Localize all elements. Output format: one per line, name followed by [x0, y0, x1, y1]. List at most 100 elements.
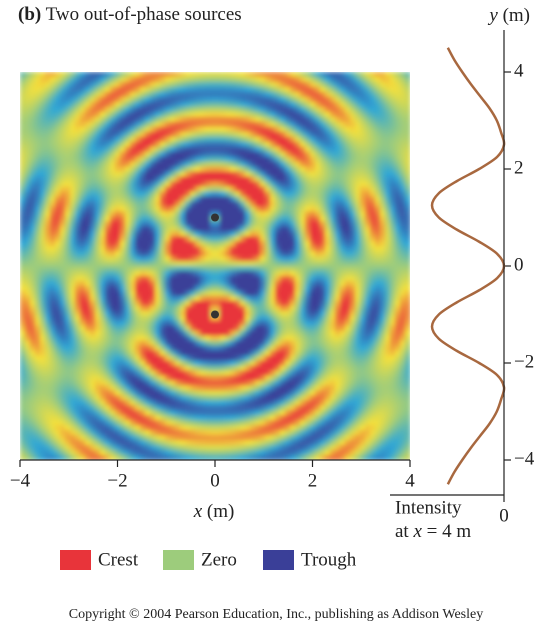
field-cell — [235, 410, 241, 416]
field-cell — [275, 270, 281, 277]
field-cell — [305, 76, 311, 83]
field-cell — [320, 116, 326, 123]
field-cell — [110, 156, 116, 163]
field-cell — [90, 86, 96, 93]
field-cell — [245, 241, 251, 247]
field-cell — [255, 231, 261, 237]
field-cell — [275, 136, 281, 143]
field-cell — [145, 76, 151, 83]
field-cell — [35, 206, 41, 212]
field-cell — [245, 345, 251, 352]
field-cell — [185, 310, 191, 317]
field-cell — [195, 350, 201, 357]
field-cell — [215, 101, 221, 108]
field-cell — [315, 355, 321, 362]
field-cell — [170, 261, 176, 267]
field-cell — [65, 236, 71, 242]
field-cell — [60, 76, 66, 83]
field-cell — [60, 161, 66, 168]
field-cell — [315, 266, 321, 272]
field-cell — [195, 360, 201, 367]
field-cell — [105, 156, 111, 163]
field-cell — [60, 350, 66, 357]
field-cell — [35, 355, 41, 362]
field-cell — [330, 91, 336, 98]
field-cell — [110, 445, 116, 451]
field-cell — [275, 101, 281, 108]
field-cell — [255, 445, 261, 451]
field-cell — [270, 221, 276, 227]
field-cell — [235, 161, 241, 168]
field-cell — [265, 141, 271, 148]
field-cell — [45, 350, 51, 357]
field-cell — [25, 355, 31, 362]
field-cell — [60, 116, 66, 123]
field-cell — [55, 270, 61, 277]
field-cell — [190, 251, 196, 257]
field-cell — [30, 72, 36, 78]
field-cell — [195, 136, 201, 143]
field-cell — [45, 405, 51, 411]
field-cell — [90, 101, 96, 108]
field-cell — [290, 360, 296, 367]
field-cell — [165, 96, 171, 103]
field-cell — [50, 350, 56, 357]
field-cell — [330, 275, 336, 282]
field-cell — [150, 370, 156, 377]
field-cell — [40, 181, 46, 188]
field-cell — [250, 390, 256, 396]
field-cell — [245, 206, 251, 212]
field-cell — [315, 345, 321, 352]
field-cell — [250, 340, 256, 347]
field-cell — [315, 161, 321, 168]
field-cell — [45, 106, 51, 113]
field-cell — [270, 146, 276, 153]
field-cell — [55, 256, 61, 262]
field-cell — [80, 251, 86, 257]
field-cell — [50, 340, 56, 347]
field-cell — [20, 241, 26, 247]
field-cell — [155, 390, 161, 396]
field-cell — [170, 181, 176, 188]
field-cell — [35, 76, 41, 83]
field-cell — [315, 360, 321, 367]
field-cell — [175, 445, 181, 451]
field-cell — [20, 106, 26, 113]
field-cell — [60, 440, 66, 446]
field-cell — [55, 156, 61, 163]
field-cell — [110, 340, 116, 347]
field-cell — [30, 141, 36, 148]
field-cell — [160, 236, 166, 242]
field-cell — [275, 196, 281, 202]
field-cell — [205, 320, 211, 327]
field-cell — [35, 390, 41, 396]
field-cell — [215, 191, 221, 197]
field-cell — [175, 261, 181, 267]
field-cell — [215, 126, 221, 133]
field-cell — [35, 186, 41, 192]
field-cell — [140, 181, 146, 188]
field-cell — [20, 290, 26, 297]
field-cell — [85, 340, 91, 347]
field-cell — [25, 261, 31, 267]
field-cell — [35, 270, 41, 277]
field-cell — [230, 355, 236, 362]
field-cell — [255, 360, 261, 367]
field-cell — [200, 380, 206, 386]
field-cell — [175, 420, 181, 426]
field-cell — [265, 305, 271, 312]
field-cell — [220, 425, 226, 431]
field-cell — [140, 136, 146, 143]
field-cell — [65, 430, 71, 436]
field-cell — [190, 370, 196, 377]
field-cell — [140, 270, 146, 277]
field-cell — [230, 166, 236, 173]
field-cell — [115, 151, 121, 158]
field-cell — [210, 445, 216, 451]
field-cell — [120, 156, 126, 163]
field-cell — [105, 201, 111, 207]
field-cell — [255, 251, 261, 257]
field-cell — [330, 231, 336, 237]
field-cell — [315, 290, 321, 297]
field-cell — [305, 231, 311, 237]
